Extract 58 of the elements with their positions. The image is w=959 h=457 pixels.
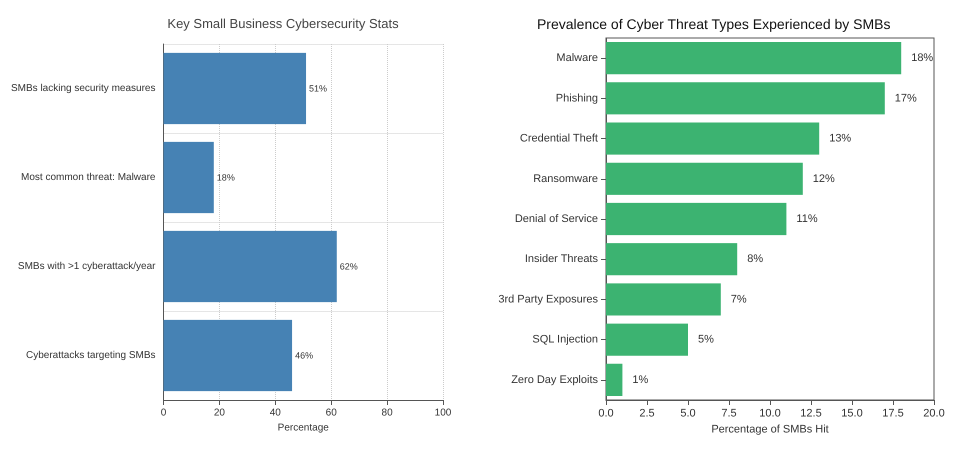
x-tick-label: 12.5 (800, 408, 822, 420)
x-axis-title: Percentage (278, 422, 330, 434)
x-tick-label: 60 (326, 408, 338, 418)
x-tick-label: 0.0 (598, 408, 614, 420)
data-label: 18% (911, 52, 934, 64)
bar (163, 320, 292, 392)
y-tick-label: Credential Theft (520, 132, 598, 145)
bar (606, 122, 820, 155)
bar (606, 364, 622, 396)
chart-title: Key Small Business Cybersecurity Stats (167, 16, 400, 31)
x-tick-label: 40 (270, 408, 282, 418)
bar (606, 202, 786, 236)
y-tick-label: Cyberattacks targeting SMBs (26, 350, 156, 361)
y-tick-label: Denial of Service (514, 213, 598, 225)
y-tick-label: SMBs lacking security measures (10, 83, 156, 94)
y-tick-label: SQL Injection (532, 334, 598, 346)
bar (163, 142, 214, 214)
bar (163, 230, 337, 302)
x-tick-label: 15.0 (841, 408, 863, 420)
y-tick-label: SMBs with >1 cyberattack/year (18, 261, 156, 272)
bar (606, 82, 885, 114)
x-tick-label: 100 (434, 408, 452, 418)
y-tick-label: Insider Threats (524, 253, 598, 266)
x-tick-label: 20.0 (923, 408, 945, 420)
data-label: 8% (747, 253, 764, 266)
y-tick-label: Phishing (556, 92, 598, 104)
data-label: 17% (894, 92, 918, 104)
bar (606, 162, 803, 195)
x-tick-label: 80 (382, 408, 394, 418)
y-tick-label: 3rd Party Exposures (498, 293, 598, 306)
data-label: 1% (632, 374, 649, 386)
x-tick-label: 10.0 (759, 408, 781, 420)
x-axis-title: Percentage of SMBs Hit (711, 423, 829, 436)
data-label: 51% (309, 84, 328, 94)
data-label: 18% (216, 172, 235, 182)
bar (606, 243, 738, 276)
data-label: 13% (829, 132, 852, 145)
data-label: 11% (796, 213, 818, 225)
x-tick-label: 0 (160, 408, 167, 418)
data-label: 7% (730, 293, 747, 306)
x-tick-label: 7.5 (721, 408, 737, 420)
data-label: 5% (698, 334, 714, 346)
bar (606, 283, 721, 316)
data-label: 12% (812, 172, 836, 185)
data-label: 62% (340, 262, 358, 272)
x-tick-label: 17.5 (882, 408, 904, 420)
x-tick-label: 2.5 (639, 408, 655, 420)
y-tick-label: Ransomware (533, 172, 598, 185)
y-tick-label: Most common threat: Malware (20, 172, 156, 183)
y-tick-label: Malware (556, 52, 598, 64)
x-tick-label: 20 (214, 408, 226, 418)
y-tick-label: Zero Day Exploits (511, 374, 598, 386)
bar (606, 42, 902, 74)
x-tick-label: 5.0 (680, 408, 696, 420)
bar (606, 324, 688, 356)
data-label: 46% (295, 350, 314, 360)
chart-title: Prevalence of Cyber Threat Types Experienced by SMBs (536, 16, 891, 32)
bar (163, 52, 306, 124)
